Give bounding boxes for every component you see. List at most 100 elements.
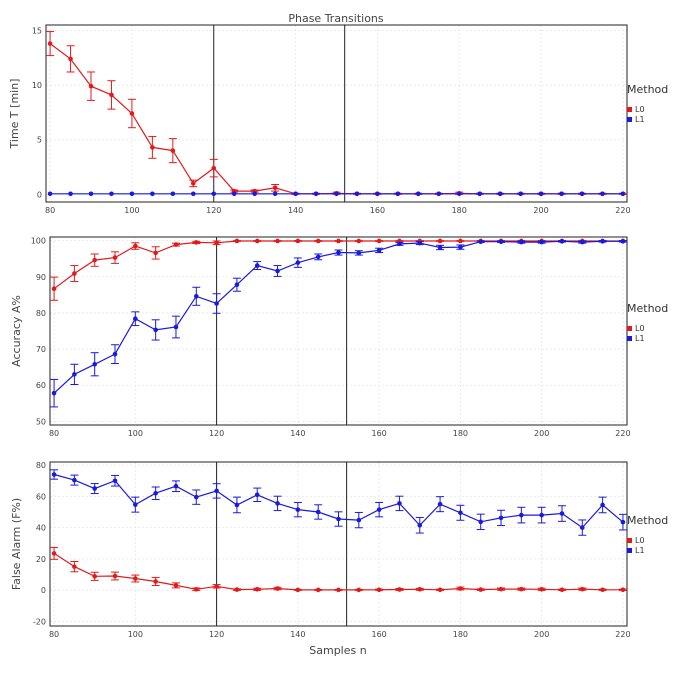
data-point <box>72 271 77 276</box>
y-tick-label: 20 <box>36 555 46 564</box>
data-point <box>559 192 564 197</box>
data-point <box>113 478 118 483</box>
data-point <box>133 502 138 507</box>
data-point <box>174 583 179 588</box>
legend-title: Method <box>627 83 668 96</box>
figure-title: Phase Transitions <box>288 12 384 25</box>
data-point <box>48 192 53 197</box>
legend-label: L0 <box>635 105 645 114</box>
data-point <box>316 239 321 244</box>
x-tick-label: 200 <box>533 206 548 215</box>
false-alarm-panel: -2002040608080 100 120 140 160 180 200 220False… <box>10 461 668 639</box>
data-point <box>621 520 626 525</box>
legend-label: L1 <box>635 115 645 124</box>
series-L0 <box>50 547 627 592</box>
data-point <box>153 328 158 333</box>
data-point <box>109 93 114 98</box>
data-point <box>560 239 565 244</box>
y-tick-label: 70 <box>36 345 46 354</box>
x-tick-label: 80 <box>49 630 59 639</box>
data-point <box>357 588 362 593</box>
data-point <box>580 192 585 197</box>
series-L1 <box>50 239 627 407</box>
data-point <box>130 111 135 116</box>
data-point <box>275 269 280 274</box>
plot-frame <box>50 237 627 425</box>
data-point <box>89 84 94 89</box>
data-point <box>194 495 199 500</box>
data-point <box>336 588 341 593</box>
data-point <box>438 239 443 244</box>
data-point <box>214 584 219 589</box>
x-tick-label: 100 <box>124 206 139 215</box>
data-point <box>72 372 77 377</box>
data-point <box>171 148 176 153</box>
data-point <box>296 239 301 244</box>
data-point <box>273 185 278 190</box>
data-point <box>519 587 524 592</box>
data-point <box>600 239 605 244</box>
data-point <box>89 192 94 197</box>
data-point <box>518 192 523 197</box>
y-tick-label: 90 <box>36 273 46 282</box>
legend: Method L0L1 <box>627 302 668 343</box>
data-point <box>438 502 443 507</box>
data-point <box>316 510 321 515</box>
data-point <box>377 507 382 512</box>
data-point <box>314 192 319 197</box>
legend-label: L1 <box>635 334 645 343</box>
data-point <box>191 192 196 197</box>
data-point <box>235 503 240 508</box>
data-point <box>109 192 114 197</box>
data-point <box>377 248 382 253</box>
data-point <box>458 239 463 244</box>
data-point <box>396 192 401 197</box>
legend-label: L0 <box>635 324 645 333</box>
x-tick-label: 160 <box>371 630 386 639</box>
legend-swatch <box>627 548 632 553</box>
data-point <box>153 579 158 584</box>
y-tick-label: 15 <box>32 26 42 35</box>
y-tick-label: 40 <box>36 524 46 533</box>
data-point <box>539 192 544 197</box>
data-point <box>92 362 97 367</box>
data-point <box>113 255 118 260</box>
x-tick-label: 120 <box>206 206 221 215</box>
legend-swatch <box>627 336 632 341</box>
data-point <box>600 192 605 197</box>
data-point <box>194 240 199 245</box>
x-tick-label: 200 <box>534 630 549 639</box>
data-point <box>235 587 240 592</box>
legend: Method L0L1 <box>627 514 668 555</box>
x-tick-label: 80 <box>49 429 59 438</box>
data-point <box>458 510 463 515</box>
x-tick-label: 220 <box>615 206 630 215</box>
data-point <box>458 245 463 250</box>
data-point <box>52 391 57 396</box>
data-point <box>150 192 155 197</box>
data-point <box>211 192 216 197</box>
x-tick-label: 140 <box>290 630 305 639</box>
data-point <box>539 513 544 518</box>
data-point <box>336 517 341 522</box>
legend-swatch <box>627 107 632 112</box>
x-tick-label: 180 <box>453 429 468 438</box>
x-tick-label: 100 <box>128 429 143 438</box>
y-tick-label: 80 <box>36 309 46 318</box>
x-tick-label: 120 <box>209 630 224 639</box>
data-point <box>293 192 298 197</box>
data-point <box>255 493 260 498</box>
data-point <box>273 192 278 197</box>
data-point <box>133 316 138 321</box>
data-point <box>150 145 155 150</box>
x-tick-label: 160 <box>371 429 386 438</box>
data-point <box>92 486 97 491</box>
data-point <box>153 491 158 496</box>
data-point <box>499 587 504 592</box>
series-line <box>54 241 623 393</box>
data-point <box>397 242 402 247</box>
data-point <box>457 192 462 197</box>
data-point <box>560 587 565 592</box>
